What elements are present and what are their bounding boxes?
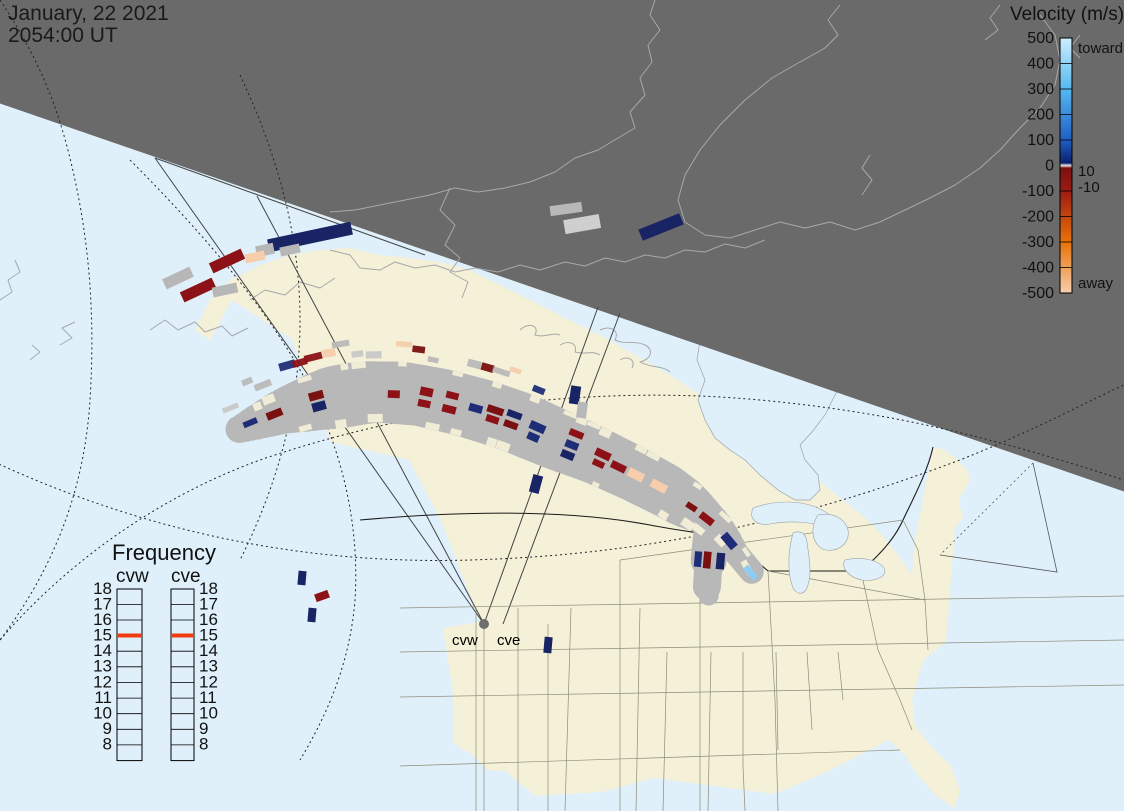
- svg-text:500: 500: [1027, 30, 1054, 47]
- svg-text:away: away: [1078, 275, 1114, 292]
- svg-text:cvw: cvw: [452, 632, 478, 649]
- svg-text:-10: -10: [1078, 179, 1100, 196]
- svg-text:January, 22 2021: January, 22 2021: [8, 2, 169, 25]
- svg-text:-200: -200: [1022, 209, 1054, 226]
- svg-text:-400: -400: [1022, 260, 1054, 277]
- svg-text:cve: cve: [171, 566, 201, 587]
- svg-text:cvw: cvw: [116, 566, 149, 587]
- svg-text:400: 400: [1027, 56, 1054, 73]
- svg-text:Velocity (m/s): Velocity (m/s): [1010, 4, 1124, 25]
- svg-text:10: 10: [1078, 163, 1095, 180]
- svg-text:300: 300: [1027, 81, 1054, 98]
- svg-text:-500: -500: [1022, 285, 1054, 302]
- svg-text:100: 100: [1027, 132, 1054, 149]
- svg-text:0: 0: [1045, 158, 1054, 175]
- svg-text:toward: toward: [1078, 40, 1123, 57]
- svg-text:cve: cve: [497, 632, 520, 649]
- svg-text:-300: -300: [1022, 234, 1054, 251]
- svg-text:8: 8: [199, 735, 208, 754]
- svg-text:200: 200: [1027, 107, 1054, 124]
- svg-text:-100: -100: [1022, 183, 1054, 200]
- svg-text:Frequency: Frequency: [112, 540, 216, 565]
- svg-text:2054:00 UT: 2054:00 UT: [8, 24, 118, 47]
- svg-text:8: 8: [103, 735, 112, 754]
